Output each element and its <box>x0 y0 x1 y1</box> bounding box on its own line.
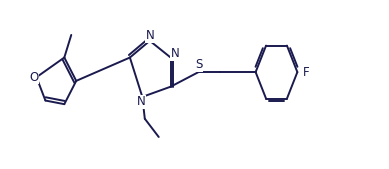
Text: N: N <box>171 47 179 60</box>
Text: S: S <box>195 58 202 71</box>
Text: N: N <box>145 29 154 42</box>
Text: O: O <box>29 71 39 84</box>
Text: N: N <box>137 95 145 108</box>
Text: F: F <box>303 66 310 79</box>
